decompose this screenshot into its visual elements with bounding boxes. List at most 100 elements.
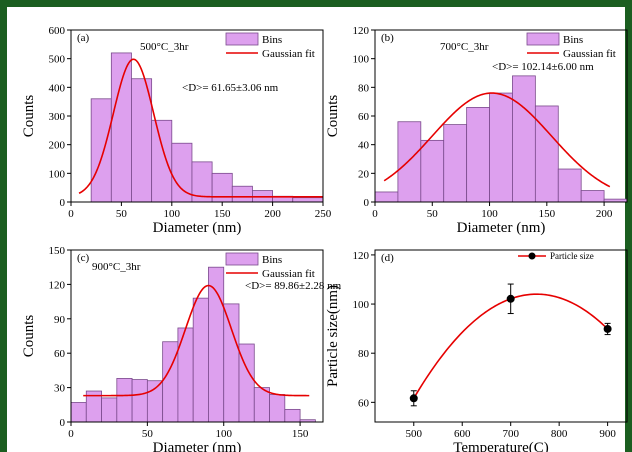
- panel-1-x-tick-label: 200: [264, 208, 281, 220]
- panel-2-gaussian-fit-line: [383, 92, 611, 188]
- panel-1-sample-label: 500°C_3hr: [140, 41, 189, 53]
- panel-1-y-tick-label: 300: [49, 111, 66, 123]
- panel-1-x-tick-label: 150: [214, 208, 231, 220]
- panel-2-legend-bins-swatch: [526, 32, 560, 46]
- panel-3-histogram-bar: [269, 394, 286, 423]
- panel-3-histogram-bar: [162, 341, 179, 423]
- panel-2-histogram-bar: [443, 124, 468, 203]
- panel-1-legend-bins-swatch: [225, 32, 259, 46]
- panel-2-histogram-bar: [397, 121, 422, 203]
- panel-4-y-axis-title: Particle size(nm): [325, 285, 341, 387]
- panel-3-panel-label: (c): [77, 252, 90, 264]
- panel-3-x-axis-title: Diameter (nm): [153, 440, 242, 452]
- panel-2-sample-label: 700°C_3hr: [440, 41, 489, 53]
- panel-4-x-axis-title: Temperature(C): [453, 440, 549, 452]
- panel-3-histogram-bar: [101, 397, 118, 423]
- panel-1-histogram-bar: [151, 119, 173, 203]
- panel-1-x-axis-title: Diameter (nm): [153, 220, 242, 236]
- panel-1-y-tick-label: 100: [49, 168, 66, 180]
- panel-3-histogram-bar: [70, 402, 87, 423]
- panel-4-data-point: [506, 294, 515, 303]
- panel-3-legend-bins-swatch: [225, 252, 259, 266]
- panel-1-histogram-bar: [90, 98, 112, 203]
- panel-2-histogram-bar: [420, 139, 445, 203]
- panel-2-x-tick-label: 150: [539, 208, 556, 220]
- panel-3-y-axis-title: Counts: [21, 315, 37, 358]
- panel-4-legend-series-label: Particle size: [550, 251, 594, 261]
- panel-4-axes-frame: [374, 249, 628, 423]
- panel-3-y-tick-label: 0: [60, 417, 66, 429]
- panel-3-y-tick-label: 150: [49, 245, 66, 257]
- panel-4-panel-label: (d): [381, 252, 394, 264]
- panel-2-x-tick-label: 0: [372, 208, 378, 220]
- panel-2-legend-fit-label: Gaussian fit: [563, 48, 616, 60]
- panel-4-y-tick-label: 120: [353, 250, 370, 262]
- panel-3-x-tick-label: 100: [215, 428, 232, 440]
- panel-1-y-tick-label: 500: [49, 54, 66, 66]
- panel-1-panel-label: (a): [77, 32, 90, 44]
- panel-3-histogram-bar: [116, 378, 133, 423]
- panel-2-y-tick-label: 40: [358, 140, 370, 152]
- panel-1-y-tick-label: 400: [49, 82, 66, 94]
- panel-3-axes-frame: [70, 249, 324, 423]
- panel-2-y-axis-title: Counts: [325, 95, 341, 138]
- panel-4-y-tick-label: 80: [358, 348, 370, 360]
- panel-2-legend-bins-label: Bins: [563, 34, 583, 46]
- panel-3-histogram-bar: [131, 379, 148, 423]
- panel-4-data-point: [603, 324, 612, 333]
- panel-3-legend-bins-label: Bins: [262, 254, 282, 266]
- panel-3-histogram-bar: [192, 297, 209, 423]
- panel-4-x-tick-label: 600: [454, 428, 471, 440]
- panel-2-histogram-bar: [466, 107, 490, 203]
- panel-4-data-point: [409, 394, 418, 403]
- panel-3-mean-diameter-label: <D>= 89.86±2.28 nm: [245, 280, 342, 292]
- panel-4-y-tick-label: 60: [358, 397, 370, 409]
- panel-3-x-tick-label: 150: [292, 428, 309, 440]
- panel-2-panel-label: (b): [381, 32, 394, 44]
- panel-3-gaussian-fit-line: [83, 284, 310, 397]
- panel-2-x-tick-label: 200: [596, 208, 613, 220]
- panel-1-histogram-bar: [211, 172, 233, 203]
- panel-3-sample-label: 900°C_3hr: [92, 261, 141, 273]
- panel-1-histogram-bar: [131, 78, 153, 203]
- panel-3-y-tick-label: 90: [54, 314, 66, 326]
- panel-4-legend-marker-swatch: [528, 252, 536, 260]
- panel-3-histogram-bar: [253, 387, 270, 423]
- panel-1-x-tick-label: 250: [315, 208, 332, 220]
- panel-2-y-tick-label: 80: [358, 82, 370, 94]
- panel-3-legend-fit-label: Gaussian fit: [262, 268, 315, 280]
- panel-3-histogram-bar: [284, 408, 301, 423]
- panel-1-histogram-bar: [110, 52, 132, 203]
- panel-2-x-axis-title: Diameter (nm): [457, 220, 546, 236]
- panel-1-legend-fit-label: Gaussian fit: [262, 48, 315, 60]
- panel-4-x-tick-label: 700: [502, 428, 519, 440]
- panel-2-mean-diameter-label: <D>= 102.14±6.00 nm: [492, 61, 594, 73]
- panel-2-histogram-bar: [374, 191, 399, 203]
- panel-2-histogram-bar: [580, 190, 605, 203]
- panel-1-y-tick-label: 200: [49, 140, 66, 152]
- panel-3-x-tick-label: 50: [142, 428, 154, 440]
- panel-1-x-tick-label: 0: [68, 208, 74, 220]
- panel-3-y-tick-label: 60: [54, 348, 66, 360]
- panel-1-x-tick-label: 50: [116, 208, 128, 220]
- panel-1-gaussian-fit-line: [78, 58, 323, 198]
- panel-2-y-tick-label: 120: [353, 25, 370, 37]
- panel-4-x-tick-label: 500: [406, 428, 423, 440]
- panel-1-x-tick-label: 100: [164, 208, 181, 220]
- panel-1-legend-bins-label: Bins: [262, 34, 282, 46]
- panel-1-histogram-bar: [231, 185, 253, 203]
- panel-3-histogram-bar: [146, 380, 164, 423]
- panel-2-histogram-bar: [489, 92, 513, 203]
- panel-2-histogram-bar: [512, 75, 536, 203]
- panel-2-histogram-bar: [534, 105, 559, 203]
- panel-3-y-tick-label: 120: [49, 279, 66, 291]
- panel-1-histogram-bar: [292, 197, 324, 203]
- panel-2-x-tick-label: 100: [481, 208, 498, 220]
- panel-1-mean-diameter-label: <D>= 61.65±3.06 nm: [182, 82, 279, 94]
- panel-4-y-tick-label: 100: [353, 299, 370, 311]
- panel-2-y-tick-label: 20: [358, 168, 370, 180]
- panel-1-y-tick-label: 0: [60, 197, 66, 209]
- panel-2-y-tick-label: 100: [353, 54, 370, 66]
- panel-2-x-tick-label: 50: [427, 208, 439, 220]
